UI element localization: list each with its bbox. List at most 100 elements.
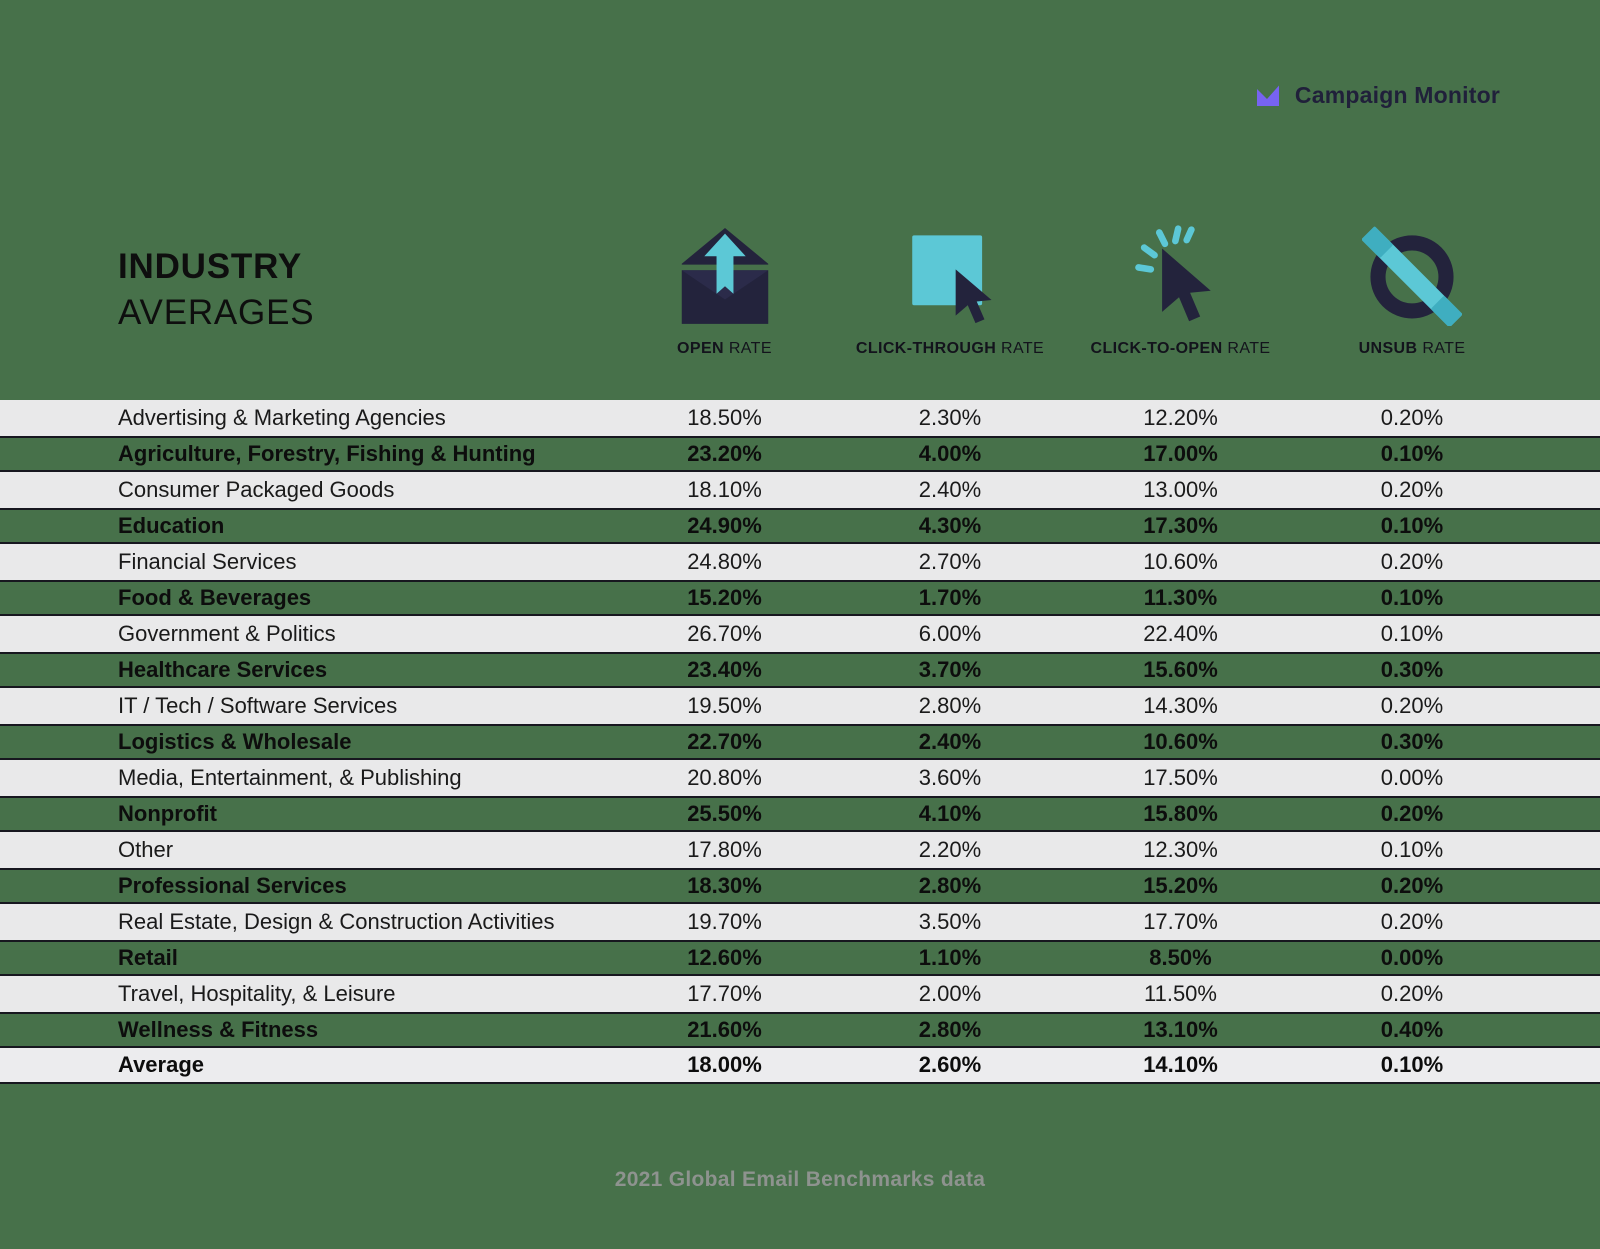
- click-to-open-value: 12.30%: [1143, 837, 1218, 862]
- table-row: Government & Politics 26.70% 6.00% 22.40% 0.…: [0, 616, 1600, 652]
- unsub-value: 0.20%: [1380, 405, 1444, 430]
- click-through-value: 6.00%: [918, 621, 982, 646]
- industry-name: Travel, Hospitality, & Leisure: [118, 981, 396, 1006]
- table-row: Nonprofit 25.50% 4.10% 15.80% 0.20%: [0, 796, 1600, 832]
- unsub-value: 0.20%: [1380, 873, 1444, 898]
- click-through-value: 1.10%: [918, 945, 982, 970]
- unsub-value: 0.10%: [1380, 621, 1444, 646]
- unsub-value: 0.10%: [1380, 513, 1444, 538]
- open-rate-label-bold: OPEN: [677, 340, 724, 357]
- click-through-value: 2.60%: [918, 1052, 982, 1077]
- industry-name: Retail: [118, 945, 178, 970]
- table-row: Advertising & Marketing Agencies 18.50% 2.…: [0, 400, 1600, 436]
- click-through-value: 2.30%: [918, 405, 982, 430]
- open-rate-envelope-icon: [681, 228, 768, 324]
- click-to-open-value: 17.50%: [1143, 765, 1218, 790]
- table-row-average: Average 18.00% 2.60% 14.10% 0.10%: [0, 1048, 1600, 1084]
- column-header-click-through: CLICK-THROUGH RATE: [837, 224, 1063, 358]
- industry-name: IT / Tech / Software Services: [118, 693, 398, 718]
- open-rate-value: 19.70%: [687, 909, 762, 934]
- click-to-open-value: 11.50%: [1144, 981, 1217, 1006]
- industry-name: Average: [118, 1052, 205, 1077]
- open-rate-value: 15.20%: [687, 585, 762, 610]
- industry-name: Government & Politics: [118, 621, 336, 646]
- open-rate-value: 22.70%: [687, 729, 762, 754]
- table-row: Food & Beverages 15.20% 1.70% 11.30% 0.10%: [0, 580, 1600, 616]
- industry-name: Financial Services: [118, 549, 297, 574]
- table-row: Travel, Hospitality, & Leisure 17.70% 2.00…: [0, 976, 1600, 1012]
- top-bar: Campaign Monitor: [0, 0, 1600, 110]
- page-title: INDUSTRY AVERAGES: [118, 244, 612, 358]
- table-row: Other 17.80% 2.20% 12.30% 0.10%: [0, 832, 1600, 868]
- page-title-line1: INDUSTRY: [118, 247, 302, 286]
- industry-name: Healthcare Services: [118, 657, 328, 682]
- click-to-open-value: 10.60%: [1143, 729, 1218, 754]
- open-rate-value: 17.70%: [687, 981, 762, 1006]
- click-through-value: 2.00%: [918, 981, 982, 1006]
- unsub-value: 0.20%: [1380, 549, 1444, 574]
- click-through-value: 1.70%: [918, 585, 982, 610]
- column-header-open-rate: OPEN RATE: [612, 224, 837, 358]
- industry-name: Wellness & Fitness: [118, 1017, 319, 1042]
- table-row: Media, Entertainment, & Publishing 20.80%…: [0, 760, 1600, 796]
- industry-name: Advertising & Marketing Agencies: [118, 405, 446, 430]
- click-to-open-value: 12.20%: [1143, 405, 1218, 430]
- table-row: Logistics & Wholesale 22.70% 2.40% 10.60% 0.…: [0, 724, 1600, 760]
- unsub-value: 0.20%: [1380, 981, 1444, 1006]
- click-to-open-value: 17.70%: [1143, 909, 1218, 934]
- click-to-open-value: 11.30%: [1143, 585, 1218, 610]
- unsub-value: 0.20%: [1380, 801, 1444, 826]
- unsub-label-bold: UNSUB: [1358, 340, 1418, 357]
- click-through-cursor-icon: [912, 235, 992, 324]
- table-row: Financial Services 24.80% 2.70% 10.60% 0.20%: [0, 544, 1600, 580]
- table-row: Wellness & Fitness 21.60% 2.80% 13.10% 0.40%: [0, 1012, 1600, 1048]
- brand-name: Campaign Monitor: [1294, 81, 1500, 108]
- click-through-value: 2.80%: [918, 693, 982, 718]
- click-through-value: 2.80%: [918, 1017, 982, 1042]
- click-to-open-value: 10.60%: [1143, 549, 1218, 574]
- click-through-value: 4.10%: [918, 801, 982, 826]
- click-to-open-value: 22.40%: [1143, 621, 1218, 646]
- unsub-value: 0.40%: [1380, 1017, 1444, 1042]
- campaign-monitor-mark-icon: [1256, 85, 1279, 106]
- click-to-open-value: 17.00%: [1143, 441, 1218, 466]
- click-to-open-value: 8.50%: [1149, 945, 1212, 970]
- open-rate-value: 18.30%: [687, 873, 762, 898]
- click-to-open-value: 15.60%: [1143, 657, 1218, 682]
- table-row: IT / Tech / Software Services 19.50% 2.80%…: [0, 688, 1600, 724]
- click-through-value: 4.00%: [918, 441, 982, 466]
- click-through-value: 2.80%: [918, 873, 982, 898]
- unsub-value: 0.00%: [1380, 765, 1444, 790]
- click-to-open-label-rest: RATE: [1222, 340, 1271, 357]
- open-rate-value: 24.90%: [687, 513, 762, 538]
- open-rate-value: 18.50%: [687, 405, 762, 430]
- industry-name: Media, Entertainment, & Publishing: [118, 765, 462, 790]
- table-row: Education 24.90% 4.30% 17.30% 0.10%: [0, 508, 1600, 544]
- unsub-value: 0.10%: [1380, 441, 1444, 466]
- open-rate-label: OPEN RATE: [677, 340, 772, 358]
- unsub-label-rest: RATE: [1417, 340, 1466, 357]
- click-to-open-value: 17.30%: [1143, 513, 1218, 538]
- table-row: Consumer Packaged Goods 18.10% 2.40% 13.00%…: [0, 472, 1600, 508]
- click-through-icon-wrap: [900, 224, 1000, 326]
- column-header-click-to-open: CLICK-TO-OPEN RATE: [1063, 224, 1298, 358]
- table-row: Healthcare Services 23.40% 3.70% 15.60% 0.30…: [0, 652, 1600, 688]
- click-through-value: 3.70%: [918, 657, 982, 682]
- click-to-open-label: CLICK-TO-OPEN RATE: [1091, 340, 1271, 358]
- click-to-open-value: 14.30%: [1143, 693, 1218, 718]
- table-row: Agriculture, Forestry, Fishing & Hunting…: [0, 436, 1600, 472]
- click-through-value: 3.60%: [918, 765, 982, 790]
- click-to-open-value: 15.80%: [1143, 801, 1218, 826]
- industry-name: Consumer Packaged Goods: [118, 477, 395, 502]
- click-through-label-rest: RATE: [996, 340, 1045, 357]
- click-through-value: 2.40%: [918, 729, 982, 754]
- industry-name: Real Estate, Design & Construction Activ…: [118, 909, 555, 934]
- click-through-label-bold: CLICK-THROUGH: [855, 340, 997, 357]
- open-rate-value: 24.80%: [687, 549, 762, 574]
- source-caption: 2021 Global Email Benchmarks data: [614, 1168, 986, 1191]
- open-rate-value: 20.80%: [687, 765, 762, 790]
- click-through-value: 2.40%: [918, 477, 982, 502]
- click-to-open-value: 14.10%: [1143, 1052, 1218, 1077]
- open-rate-value: 26.70%: [687, 621, 762, 646]
